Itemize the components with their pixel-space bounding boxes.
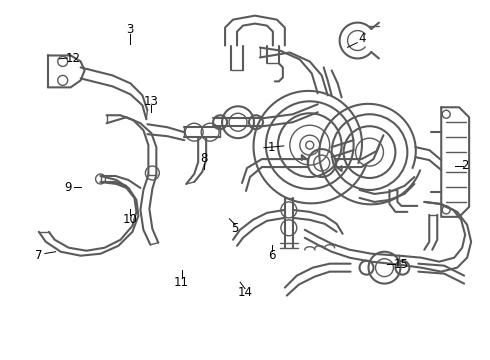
Text: 10: 10: [123, 213, 138, 226]
Text: 8: 8: [200, 152, 207, 165]
Text: 9: 9: [65, 181, 72, 194]
Text: 13: 13: [144, 95, 159, 108]
Text: 7: 7: [35, 249, 43, 262]
Text: 5: 5: [232, 222, 239, 235]
Text: 1: 1: [268, 141, 275, 154]
Text: 6: 6: [268, 249, 275, 262]
Text: 3: 3: [126, 23, 134, 36]
Text: 12: 12: [66, 51, 81, 64]
Text: 14: 14: [238, 287, 252, 300]
Text: 2: 2: [461, 159, 468, 172]
Text: 11: 11: [174, 276, 189, 289]
Text: 4: 4: [358, 32, 366, 45]
Text: 15: 15: [394, 258, 409, 271]
